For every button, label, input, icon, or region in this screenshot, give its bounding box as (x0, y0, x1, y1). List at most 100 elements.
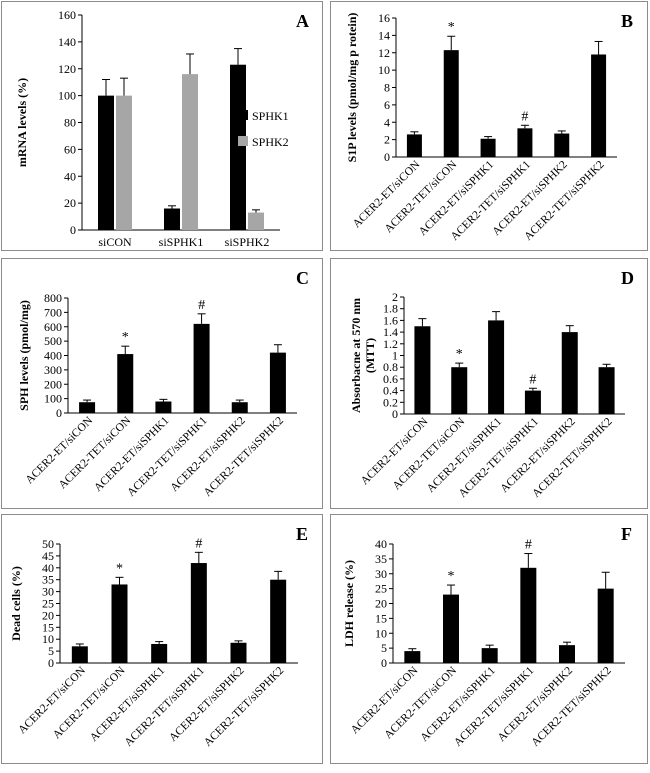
bar-value (230, 642, 247, 663)
panel-letter: C (296, 268, 309, 288)
bar-value (231, 402, 248, 413)
panel-frame (1, 514, 323, 764)
y-tick-label: 15 (42, 620, 54, 634)
bar-value (517, 128, 533, 157)
bar-sphk1 (164, 208, 180, 230)
significance-mark: * (122, 330, 129, 345)
panel-frame (1, 258, 323, 509)
y-tick-label: 4 (384, 115, 390, 129)
y-tick-label: 300 (44, 363, 62, 377)
y-tick-label: 10 (378, 63, 390, 77)
panel-letter: E (296, 524, 308, 544)
y-axis-label: mRNA levels (%) (15, 78, 29, 167)
significance-mark: # (525, 538, 532, 553)
y-tick-label: 6 (384, 98, 390, 112)
panel-a: A 0 20 40 60 80 100 120 140 160 mRNA levels (%) siC… (1, 1, 323, 251)
y-tick-label: 0.6 (383, 372, 398, 386)
panel-frame (330, 514, 648, 764)
y-tick-label: 0 (384, 150, 390, 164)
y-tick-label: 0 (70, 223, 76, 237)
bar-value (451, 367, 468, 414)
bar-value (151, 643, 168, 663)
y-tick-label: 20 (375, 597, 387, 611)
legend-label: SPHK2 (252, 135, 289, 149)
y-tick-label: 0 (56, 406, 62, 420)
y-axis-label-line: (MTT) (363, 338, 377, 373)
y-tick-label: 5 (381, 641, 387, 655)
y-tick-label: 600 (44, 320, 62, 334)
bar-value (111, 584, 128, 663)
bar-value (488, 320, 505, 414)
y-tick-label: 2 (384, 133, 390, 147)
y-tick-label: 200 (44, 377, 62, 391)
y-tick-label: 160 (58, 8, 76, 22)
bar-value (404, 651, 421, 663)
significance-mark: # (195, 536, 202, 551)
legend-swatch (238, 136, 248, 146)
y-tick-label: 5 (48, 644, 54, 658)
bar-value (443, 594, 459, 663)
bar-value (591, 54, 607, 157)
bar-sphk2 (248, 212, 264, 230)
y-tick-label: 8 (384, 81, 390, 95)
y-axis-label-line: Absorbacne at 570 nm (349, 298, 363, 413)
y-tick-label: 16 (378, 11, 390, 25)
y-tick-label: 20 (64, 196, 76, 210)
panel-b: B 0 2 4 6 8 10 12 14 16 S1P levels (pmol/mg p rote… (330, 1, 648, 251)
bar-value (559, 645, 575, 663)
y-tick-label: 0 (392, 407, 398, 421)
bar-value (79, 402, 96, 413)
y-tick-label: 35 (42, 573, 54, 587)
panel-d: D 00.20.40.60.811.21.41.61.82 Absorbacne a… (330, 258, 648, 509)
significance-mark: # (529, 372, 536, 387)
bar-sphk2 (116, 95, 132, 230)
legend-label: SPHK1 (252, 109, 289, 123)
y-tick-label: 1.2 (383, 337, 398, 351)
x-tick-label: siSPHK1 (159, 235, 204, 249)
bar-value (598, 367, 615, 414)
y-tick-label: 25 (375, 582, 387, 596)
bar-value (554, 133, 570, 157)
panel-letter: B (621, 11, 633, 31)
y-tick-label: 45 (42, 549, 54, 563)
y-tick-label: 30 (42, 585, 54, 599)
y-tick-label: 40 (375, 537, 387, 551)
bar-sphk2 (182, 74, 198, 230)
panel-letter: A (296, 11, 309, 31)
bar-value (443, 50, 459, 157)
y-tick-label: 800 (44, 291, 62, 305)
y-tick-label: 140 (58, 35, 76, 49)
y-axis-label: LDH release (%) (342, 560, 356, 647)
y-tick-label: 10 (42, 632, 54, 646)
y-tick-label: 80 (64, 116, 76, 130)
bar-value (520, 567, 537, 663)
y-tick-label: 30 (375, 567, 387, 581)
y-tick-label: 0.2 (383, 395, 398, 409)
y-tick-label: 0 (48, 656, 54, 670)
bar-value (270, 579, 287, 663)
y-tick-label: 35 (375, 552, 387, 566)
y-tick-label: 120 (58, 62, 76, 76)
y-tick-label: 40 (42, 561, 54, 575)
legend-swatch (238, 110, 248, 120)
y-axis-label: Absorbacne at 570 nm(MTT) (349, 298, 377, 413)
bar-value (193, 323, 210, 413)
y-tick-label: 1 (392, 349, 398, 363)
y-tick-label: 1.6 (383, 313, 398, 327)
y-tick-label: 700 (44, 305, 62, 319)
bar-value (71, 646, 88, 663)
bar-value (406, 134, 422, 157)
significance-mark: * (116, 561, 123, 576)
y-axis-label: Dead cells (%) (9, 566, 23, 641)
significance-mark: * (448, 569, 455, 584)
y-tick-label: 15 (375, 611, 387, 625)
bar-value (414, 326, 431, 414)
y-axis-label: SPH levels (pmol/mg) (17, 300, 31, 411)
bar-sphk1 (98, 95, 114, 230)
y-tick-label: 2 (392, 290, 398, 304)
significance-mark: * (456, 347, 463, 362)
